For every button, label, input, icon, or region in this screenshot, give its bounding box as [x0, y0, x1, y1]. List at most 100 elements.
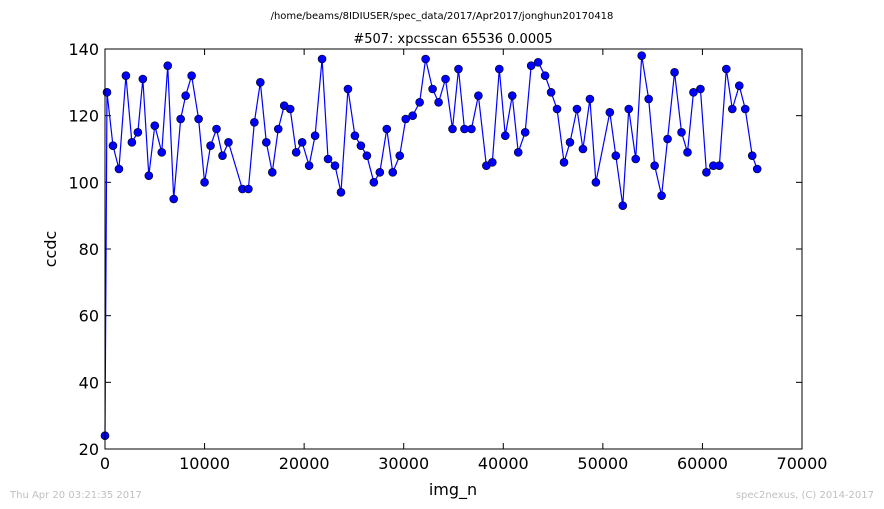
data-point: [507, 91, 517, 100]
data-point: [194, 114, 203, 124]
data-point: [624, 104, 634, 114]
data-point: [304, 161, 314, 170]
x-tick-label: 10000: [179, 454, 230, 473]
data-point: [369, 178, 379, 187]
x-tick-label: 60000: [677, 454, 728, 473]
x-tick-label: 40000: [478, 454, 529, 473]
data-line: [104, 55, 758, 436]
data-point: [218, 151, 227, 160]
data-point: [176, 114, 185, 124]
data-point: [689, 88, 698, 97]
data-point: [722, 64, 731, 74]
data-point: [454, 64, 463, 74]
data-point: [448, 124, 457, 134]
y-axis-label: ccdc: [41, 231, 60, 268]
data-point: [114, 164, 124, 174]
data-point: [362, 151, 372, 160]
data-point: [605, 108, 615, 117]
data-point: [256, 78, 265, 87]
data-point: [157, 148, 167, 157]
data-point: [395, 151, 405, 160]
data-point: [401, 114, 411, 124]
data-point: [715, 161, 724, 170]
plot-frame: [104, 48, 803, 450]
data-point: [291, 148, 301, 157]
data-point: [611, 151, 621, 160]
data-point: [657, 191, 666, 200]
y-tick-label: 100: [68, 173, 99, 192]
x-tick-label: 70000: [777, 454, 828, 473]
data-point: [526, 61, 536, 70]
data-point: [585, 94, 595, 104]
data-point: [565, 138, 575, 147]
data-point: [356, 141, 366, 150]
data-point: [408, 111, 417, 120]
data-point: [513, 148, 523, 157]
x-tick-label: 30000: [378, 454, 429, 473]
data-point: [734, 81, 744, 90]
y-tick-label: 80: [79, 240, 99, 259]
data-point: [330, 161, 340, 170]
data-point: [702, 168, 711, 177]
footer-right: spec2nexus, (C) 2014-2017: [736, 490, 874, 501]
data-point: [488, 158, 497, 167]
data-point: [250, 118, 259, 127]
data-point: [181, 91, 190, 100]
data-point: [578, 144, 588, 154]
y-tick-label: 40: [79, 373, 99, 392]
data-point: [336, 188, 346, 197]
data-point: [144, 171, 154, 180]
data-point: [421, 54, 430, 64]
data-point: [500, 131, 510, 140]
data-point: [752, 164, 762, 174]
data-point: [434, 98, 443, 107]
data-point: [343, 84, 353, 94]
data-point: [663, 134, 672, 144]
data-point: [262, 138, 271, 147]
data-point: [740, 104, 750, 114]
data-point: [467, 124, 476, 134]
chart-title: #507: xpcsscan 65536 0.0005: [353, 32, 552, 47]
data-point: [572, 104, 582, 114]
data-point: [637, 51, 646, 60]
data-point: [540, 71, 550, 80]
data-point: [683, 148, 692, 157]
y-tick-label: 20: [79, 440, 99, 459]
data-point: [382, 124, 392, 134]
data-point: [591, 178, 601, 187]
x-tick-label: 0: [100, 454, 110, 473]
data-point: [415, 98, 424, 107]
data-point: [169, 194, 179, 204]
data-point: [428, 84, 437, 94]
data-point: [495, 64, 504, 74]
data-point: [267, 168, 277, 177]
data-point: [200, 178, 209, 187]
data-point: [273, 124, 283, 134]
y-tick-label: 120: [68, 107, 99, 126]
data-point: [696, 84, 705, 94]
data-point: [206, 141, 215, 150]
data-point: [121, 71, 131, 80]
data-point: [670, 68, 679, 77]
y-tick-label: 60: [79, 307, 99, 326]
data-point: [310, 131, 320, 140]
footer-left: Thu Apr 20 03:21:35 2017: [9, 490, 142, 501]
data-point: [350, 131, 360, 140]
y-tick-label: 140: [68, 40, 99, 59]
data-point: [150, 121, 160, 130]
data-point: [520, 128, 530, 137]
data-point: [727, 104, 737, 114]
data-point: [552, 104, 562, 114]
data-point: [285, 104, 295, 114]
data-point: [108, 141, 118, 150]
x-axis-label: img_n: [429, 480, 477, 500]
data-point: [224, 138, 233, 147]
data-point: [127, 138, 137, 147]
data-point: [317, 54, 327, 64]
data-point: [212, 124, 221, 134]
data-point: [559, 158, 569, 167]
x-tick-label: 50000: [577, 454, 628, 473]
data-point: [644, 94, 653, 104]
data-point: [747, 151, 757, 160]
